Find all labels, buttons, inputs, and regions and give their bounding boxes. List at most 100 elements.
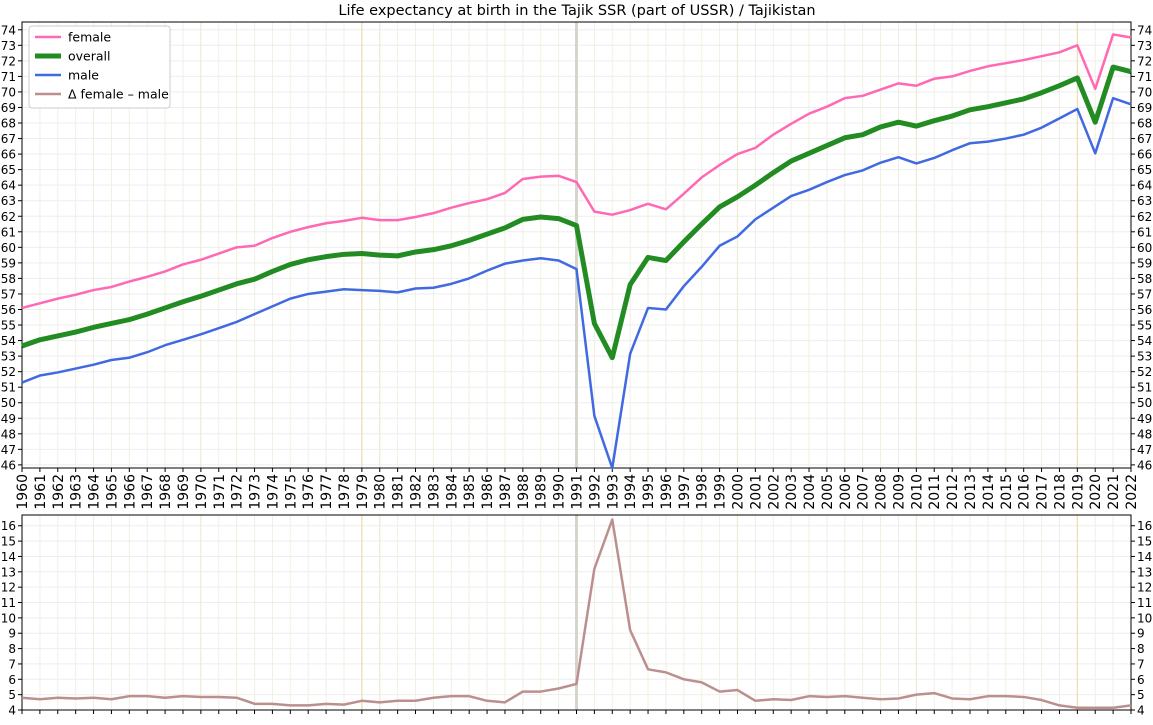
y-tick-label: 16 [1,519,16,533]
x-tick-label: 1982 [409,474,425,510]
legend-label: Δ female – male [68,87,169,102]
y-tick-label: 58 [1,272,16,286]
x-tick-label: 1999 [713,474,729,510]
y-tick-label: 12 [1137,581,1152,595]
x-tick-label: 1980 [373,474,389,510]
x-tick-label: 1974 [265,474,281,510]
y-tick-label: 5 [8,688,16,702]
y-tick-label: 64 [1,179,16,193]
y-tick-label: 74 [1137,23,1152,37]
y-tick-label: 59 [1137,256,1152,270]
y-tick-label: 15 [1,535,16,549]
x-tick-label: 1964 [87,474,103,510]
y-tick-label: 13 [1137,565,1152,579]
y-tick-label: 59 [1,256,16,270]
y-tick-label: 50 [1137,396,1152,410]
y-tick-label: 73 [1137,39,1152,53]
x-tick-label: 2015 [999,474,1015,510]
y-tick-label: 15 [1137,535,1152,549]
x-tick-label: 1984 [444,474,460,510]
x-tick-label: 1977 [319,474,335,510]
x-tick-label: 1981 [391,474,407,510]
y-tick-label: 49 [1,412,16,426]
y-tick-label: 4 [8,704,16,718]
y-tick-label: 48 [1137,427,1152,441]
x-tick-label: 1998 [695,474,711,510]
y-tick-label: 49 [1137,412,1152,426]
y-tick-label: 67 [1,132,16,146]
y-tick-label: 62 [1,210,16,224]
series-line-male [21,96,1132,470]
x-tick-label: 1983 [426,474,442,510]
y-tick-label: 61 [1137,225,1152,239]
y-tick-label: 47 [1,443,16,457]
y-tick-label: 60 [1137,241,1152,255]
y-tick-label: 57 [1137,287,1152,301]
y-tick-label: 73 [1,39,16,53]
x-tick-label: 1989 [534,474,550,510]
legend-box [28,25,171,109]
x-tick-label: 2008 [874,474,890,510]
x-tick-label: 2007 [856,474,872,510]
y-tick-label: 58 [1137,272,1152,286]
y-tick-label: 63 [1,194,16,208]
x-tick-label: 1995 [641,474,657,510]
y-tick-label: 69 [1137,101,1152,115]
y-tick-label: 51 [1137,381,1152,395]
x-tick-label: 2017 [1035,474,1051,510]
x-tick-label: 1997 [677,474,693,510]
x-tick-label: 2009 [891,474,907,510]
y-tick-label: 56 [1137,303,1152,317]
y-tick-label: 55 [1137,319,1152,333]
series-line-female [21,33,1132,310]
x-tick-label: 1975 [283,474,299,510]
x-tick-label: 2014 [981,474,997,510]
chart-title: Life expectancy at birth in the Tajik SS… [338,3,815,19]
y-tick-label: 64 [1137,179,1152,193]
x-tick-label: 1960 [15,474,31,510]
series-line-difference [21,518,1132,709]
y-tick-label: 16 [1137,519,1152,533]
x-tick-label: 1963 [69,474,85,510]
y-tick-label: 53 [1,350,16,364]
y-tick-label: 60 [1,241,16,255]
y-tick-label: 7 [8,657,16,671]
y-tick-label: 67 [1137,132,1152,146]
x-tick-label: 2002 [766,474,782,510]
legend-label: overall [68,49,110,64]
legend-label: male [68,68,99,83]
y-tick-label: 50 [1,396,16,410]
x-tick-label: 1985 [462,474,478,510]
y-tick-label: 71 [1,70,16,84]
x-tick-label: 2006 [838,474,854,510]
x-tick-label: 1979 [355,474,371,510]
y-tick-label: 47 [1137,443,1152,457]
y-tick-label: 9 [8,627,16,641]
y-tick-label: 66 [1137,148,1152,162]
y-tick-label: 14 [1,550,16,564]
y-tick-label: 8 [8,642,16,656]
x-tick-label: 2005 [820,474,836,510]
x-tick-label: 1992 [587,474,603,510]
y-tick-label: 68 [1,117,16,131]
y-tick-label: 46 [1,458,16,472]
y-tick-label: 11 [1137,596,1152,610]
x-tick-label: 1994 [623,474,639,510]
y-tick-label: 71 [1137,70,1152,84]
y-tick-label: 57 [1,287,16,301]
series-line-overall [21,64,1132,361]
x-tick-label: 2018 [1052,474,1068,510]
x-tick-label: 1996 [659,474,675,510]
x-tick-label: 2001 [748,474,764,510]
x-tick-label: 1967 [140,474,156,510]
legend: female overall male Δ female – male [28,25,171,109]
y-tick-label: 68 [1137,117,1152,131]
x-tick-label: 2000 [730,474,746,510]
x-tick-label: 1968 [158,474,174,510]
x-tick-label: 2003 [784,474,800,510]
x-tick-label: 1961 [33,474,49,510]
y-tick-label: 51 [1,381,16,395]
